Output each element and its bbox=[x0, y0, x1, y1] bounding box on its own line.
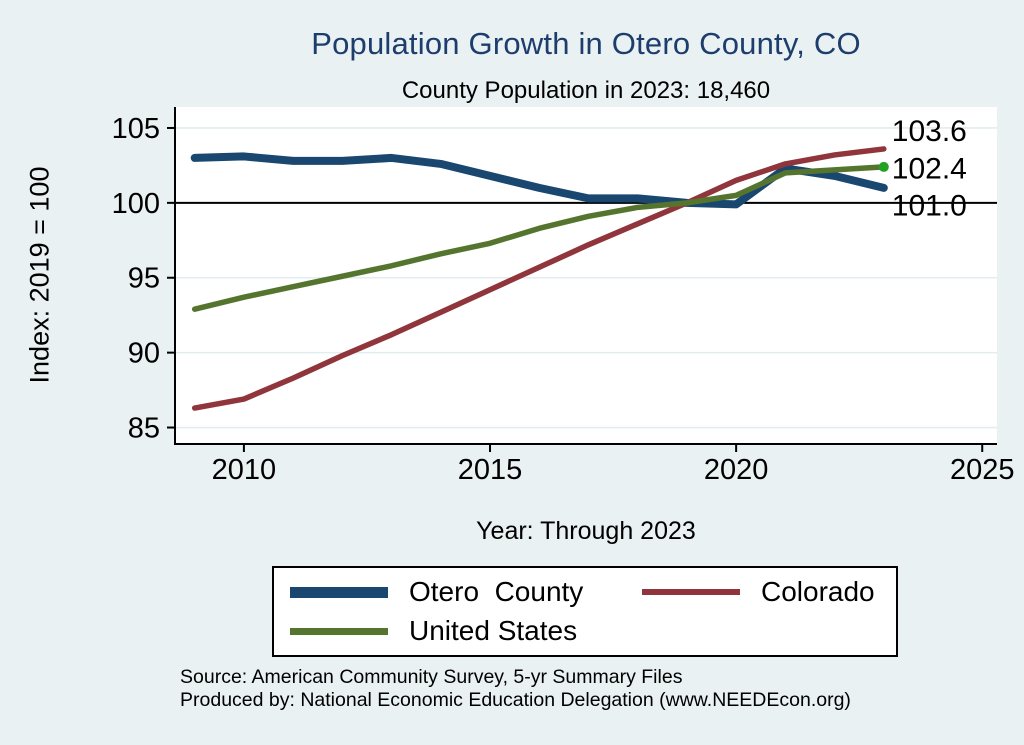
source-note: Source: American Community Survey, 5-yr … bbox=[180, 666, 980, 711]
produced-by-line: Produced by: National Economic Education… bbox=[180, 688, 851, 711]
legend-entry-colorado: Colorado bbox=[642, 576, 896, 608]
end-value-label-1: 102.4 bbox=[892, 152, 967, 185]
source-line: Source: American Community Survey, 5-yr … bbox=[180, 666, 683, 688]
x-tick-label-2020: 2020 bbox=[704, 454, 769, 486]
y-axis-title: Index: 2019 = 100 bbox=[24, 166, 55, 384]
chart-title: Population Growth in Otero County, CO bbox=[311, 26, 861, 61]
series-end-marker-united-states bbox=[878, 161, 889, 172]
end-value-label-2: 101.0 bbox=[892, 190, 967, 223]
y-tick-label-105: 105 bbox=[112, 113, 160, 145]
y-tick-label-95: 95 bbox=[128, 263, 160, 295]
x-tick-label-2015: 2015 bbox=[458, 454, 523, 486]
x-tick-label-2025: 2025 bbox=[950, 454, 1015, 486]
y-tick-label-85: 85 bbox=[128, 413, 160, 445]
legend-label-colorado: Colorado bbox=[761, 576, 875, 607]
legend-label-united-states: United States bbox=[409, 615, 578, 646]
end-value-label-0: 103.6 bbox=[892, 115, 967, 148]
y-tick-label-90: 90 bbox=[128, 338, 160, 370]
y-tick-label-100: 100 bbox=[112, 188, 160, 220]
series-line-united-states bbox=[191, 164, 887, 312]
series-line-colorado bbox=[191, 146, 887, 411]
legend-label-otero-county: Otero County bbox=[409, 576, 584, 607]
x-axis-title: Year: Through 2023 bbox=[476, 517, 696, 545]
legend: Otero County Colorado United States bbox=[272, 566, 898, 657]
legend-entry-otero-county: Otero County bbox=[290, 576, 642, 608]
legend-swatch-colorado bbox=[642, 589, 740, 595]
legend-swatch-otero-county bbox=[290, 586, 388, 598]
legend-swatch-united-states bbox=[290, 627, 388, 635]
x-tick-label-2010: 2010 bbox=[212, 454, 277, 486]
legend-entry-united-states: United States bbox=[290, 615, 642, 647]
chart-subtitle: County Population in 2023: 18,460 bbox=[401, 77, 771, 104]
